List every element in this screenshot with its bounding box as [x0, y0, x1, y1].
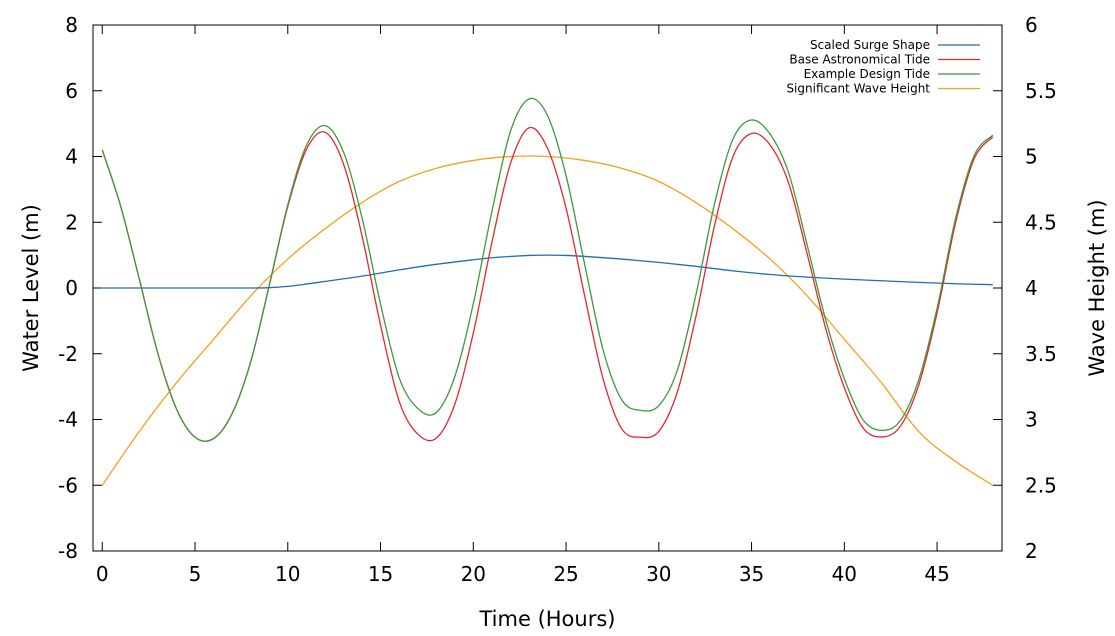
y2-axis-title: Wave Height (m): [1085, 199, 1109, 376]
series-line-base-astronomical-tide: [101, 126, 994, 442]
x-tick-label: 45: [924, 562, 949, 586]
y-tick-label: -4: [58, 408, 78, 432]
series-layer: [101, 97, 994, 486]
series-line-scaled-surge-shape: [102, 254, 993, 289]
y-tick-label: -2: [58, 342, 78, 366]
legend-label-significant-wave-height: Significant Wave Height: [786, 82, 930, 96]
y2-tick-label: 4: [1025, 276, 1038, 300]
y2-tick-label: 2.5: [1025, 473, 1057, 497]
series-line-significant-wave-height: [101, 155, 994, 486]
y2-tick-label: 5.5: [1025, 79, 1057, 103]
y-tick-label: 4: [65, 145, 78, 169]
y-tick-label: 6: [65, 79, 78, 103]
axis-ticks: [93, 24, 1002, 552]
y2-tick-label: 6: [1025, 13, 1038, 37]
series-line-example-design-tide: [101, 97, 994, 442]
y-tick-label: 0: [65, 276, 78, 300]
x-tick-label: 20: [461, 562, 486, 586]
x-tick-label: 30: [646, 562, 671, 586]
legend-label-scaled-surge-shape: Scaled Surge Shape: [810, 38, 930, 52]
x-tick-label: 5: [189, 562, 202, 586]
y-tick-label: -6: [58, 473, 78, 497]
x-tick-label: 15: [368, 562, 393, 586]
x-tick-label: 10: [275, 562, 300, 586]
legend-label-example-design-tide: Example Design Tide: [804, 67, 930, 81]
y-tick-label: 2: [65, 210, 78, 234]
y2-tick-label: 2: [1025, 539, 1038, 563]
tick-labels: 0 5 10 15 20 25 30 35 40 45-8-6-4-20246822.533.54…: [58, 13, 1057, 586]
y2-tick-label: 3: [1025, 408, 1038, 432]
y-tick-label: 8: [65, 13, 78, 37]
x-axis-title: Time (Hours): [479, 607, 616, 631]
y2-tick-label: 3.5: [1025, 342, 1057, 366]
x-tick-label: 25: [553, 562, 578, 586]
y-tick-label: -8: [58, 539, 78, 563]
x-tick-label: 0: [96, 562, 109, 586]
y2-tick-label: 4.5: [1025, 210, 1057, 234]
y2-tick-label: 5: [1025, 145, 1038, 169]
x-tick-label: 35: [739, 562, 764, 586]
y-axis-title: Water Level (m): [19, 204, 43, 372]
legend-label-base-astronomical-tide: Base Astronomical Tide: [789, 53, 930, 67]
x-tick-label: 40: [832, 562, 857, 586]
